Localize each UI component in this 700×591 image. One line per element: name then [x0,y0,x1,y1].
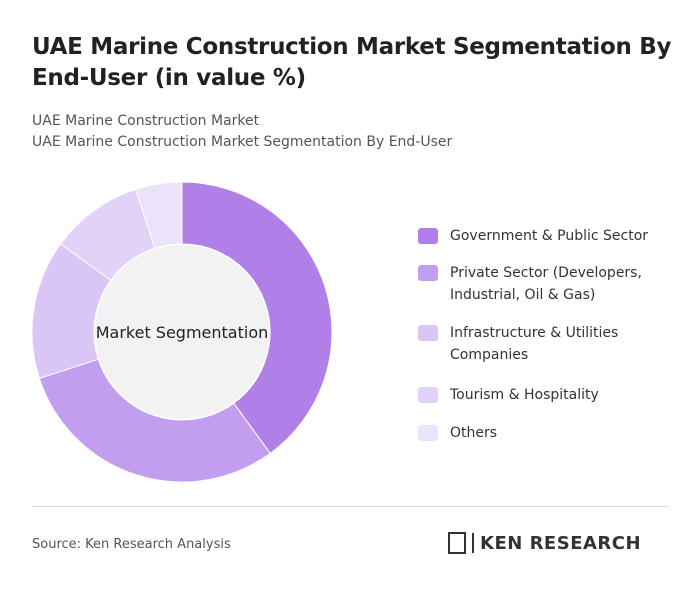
logo-bar [472,533,474,553]
subtitle: UAE Marine Construction Market [32,113,260,129]
legend-item: Tourism & Hospitality [418,384,668,406]
logo-icon [448,532,466,554]
legend-label: Infrastructure & Utilities Companies [450,325,619,363]
legend-item: Infrastructure & Utilities Companies [418,322,668,366]
legend-label: Tourism & Hospitality [450,387,599,403]
donut-slice [38,358,271,483]
legend-swatch [418,228,438,244]
donut-center [95,245,269,419]
legend-swatch [418,265,438,281]
legend-item: Others [418,422,668,444]
legend-item: Government & Public Sector [418,225,668,247]
legend-swatch [418,425,438,441]
legend-label: Others [450,425,498,441]
legend-item: Private Sector (Developers, Industrial, … [418,262,668,306]
donut-slice [181,181,333,455]
source: Source: Ken Research Analysis [32,537,231,552]
legend-label: Government & Public Sector [450,228,649,244]
legend-label: Private Sector (Developers, Industrial, … [450,265,642,303]
donut-chart: Market Segmentation [31,181,333,483]
logo-text: KEN RESEARCH [480,532,642,554]
legend-swatch [418,387,438,403]
logo: KEN RESEARCH [448,532,641,554]
divider [32,506,668,507]
donut-slice [135,181,183,249]
subtitle: UAE Marine Construction Market Segmentat… [32,134,453,150]
legend-swatch [418,325,438,341]
chart-title: UAE Marine Construction Market Segmentat… [32,34,672,91]
center-label: Market Segmentation [96,323,269,342]
